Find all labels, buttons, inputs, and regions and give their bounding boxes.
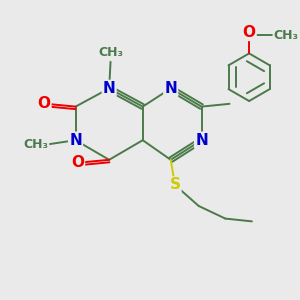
Text: O: O xyxy=(38,96,50,111)
Text: N: N xyxy=(69,133,82,148)
Text: O: O xyxy=(243,25,256,40)
Text: CH₃: CH₃ xyxy=(23,138,48,151)
Text: N: N xyxy=(103,81,116,96)
Text: O: O xyxy=(71,155,84,170)
Text: N: N xyxy=(164,81,177,96)
Text: CH₃: CH₃ xyxy=(274,29,298,42)
Text: CH₃: CH₃ xyxy=(98,46,123,59)
Text: N: N xyxy=(195,133,208,148)
Text: S: S xyxy=(169,178,180,193)
